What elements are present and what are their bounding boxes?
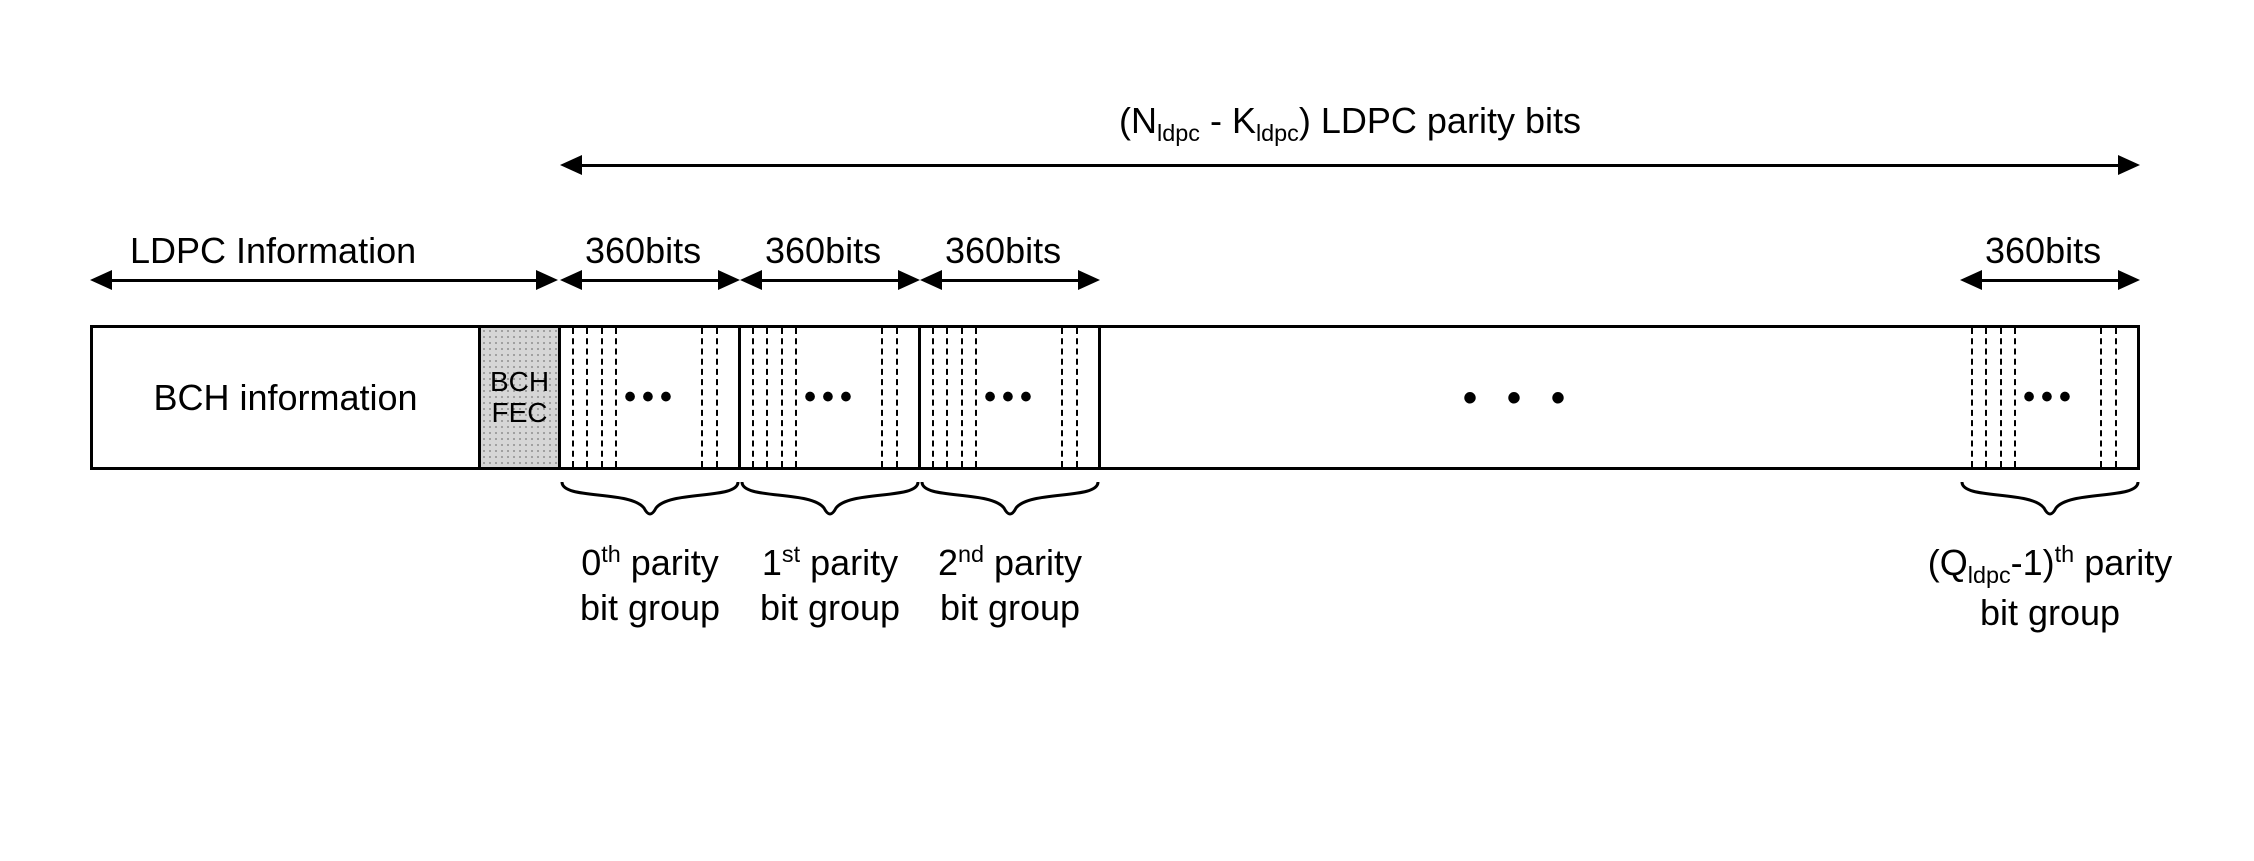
- bit-divider: [601, 328, 603, 467]
- bit-divider: [795, 328, 797, 467]
- arrow-head: [560, 155, 582, 175]
- bit-divider: [752, 328, 754, 467]
- bit-divider: [1061, 328, 1063, 467]
- bits-label: 360bits: [765, 230, 881, 272]
- bit-divider: [881, 328, 883, 467]
- ellipsis-icon: •••: [1463, 376, 1595, 421]
- bits-label: 360bits: [1985, 230, 2101, 272]
- group-divider: [2137, 328, 2140, 467]
- arrow-line: [578, 279, 722, 282]
- parity-group-caption: 2nd paritybit group: [920, 540, 1100, 630]
- bit-divider: [2000, 328, 2002, 467]
- parity-bits-label: (Nldpc - Kldpc) LDPC parity bits: [1070, 100, 1630, 147]
- bit-divider: [586, 328, 588, 467]
- group-divider: [1098, 328, 1101, 467]
- brace-icon: [740, 480, 920, 530]
- brace-icon: [560, 480, 740, 530]
- parity-bit-group: •••: [741, 328, 921, 467]
- ldpc-info-label: LDPC Information: [130, 230, 416, 272]
- bit-divider: [975, 328, 977, 467]
- arrow-head: [718, 270, 740, 290]
- arrow-head: [920, 270, 942, 290]
- arrow-line: [1978, 279, 2122, 282]
- brace-icon: [1960, 480, 2140, 530]
- codeword-bar: BCH information BCHFEC ••• ••• ••• ••• •••: [90, 325, 2140, 470]
- arrow-head: [1960, 270, 1982, 290]
- arrow-head: [740, 270, 762, 290]
- arrow-head: [560, 270, 582, 290]
- bit-divider: [781, 328, 783, 467]
- bit-divider: [2100, 328, 2102, 467]
- parity-group-caption: (Qldpc-1)th paritybit group: [1910, 540, 2190, 635]
- arrow-line: [578, 164, 2122, 167]
- parity-bit-group: •••: [921, 328, 1101, 467]
- bch-info-segment: BCH information: [93, 328, 481, 467]
- bit-divider: [1985, 328, 1987, 467]
- ellipsis-icon: •••: [624, 378, 678, 417]
- ellipsis-icon: •••: [984, 378, 1038, 417]
- bit-divider: [1971, 328, 1973, 467]
- bit-divider: [961, 328, 963, 467]
- arrow-head: [90, 270, 112, 290]
- bch-fec-segment: BCHFEC: [481, 328, 561, 467]
- arrow-head: [1078, 270, 1100, 290]
- arrow-head: [536, 270, 558, 290]
- bits-label: 360bits: [945, 230, 1061, 272]
- arrow-line: [938, 279, 1082, 282]
- bit-divider: [766, 328, 768, 467]
- bits-label: 360bits: [585, 230, 701, 272]
- parity-group-caption: 1st paritybit group: [740, 540, 920, 630]
- bit-divider: [1076, 328, 1078, 467]
- bch-info-text: BCH information: [153, 377, 417, 419]
- bit-divider: [946, 328, 948, 467]
- arrow-head: [2118, 270, 2140, 290]
- bit-divider: [615, 328, 617, 467]
- arrow-line: [108, 279, 540, 282]
- arrow-line: [758, 279, 902, 282]
- arrow-head: [2118, 155, 2140, 175]
- parity-bit-group: •••: [561, 328, 741, 467]
- ellipsis-icon: •••: [2023, 378, 2077, 417]
- parity-group-caption: 0th paritybit group: [560, 540, 740, 630]
- bch-fec-text: BCHFEC: [490, 367, 549, 429]
- parity-bit-group: •••: [1960, 328, 2140, 467]
- bit-divider: [2014, 328, 2016, 467]
- bit-divider: [896, 328, 898, 467]
- arrow-head: [898, 270, 920, 290]
- bit-divider: [716, 328, 718, 467]
- bit-divider: [701, 328, 703, 467]
- bit-divider: [932, 328, 934, 467]
- bit-divider: [572, 328, 574, 467]
- brace-icon: [920, 480, 1100, 530]
- ellipsis-icon: •••: [804, 378, 858, 417]
- bit-divider: [2115, 328, 2117, 467]
